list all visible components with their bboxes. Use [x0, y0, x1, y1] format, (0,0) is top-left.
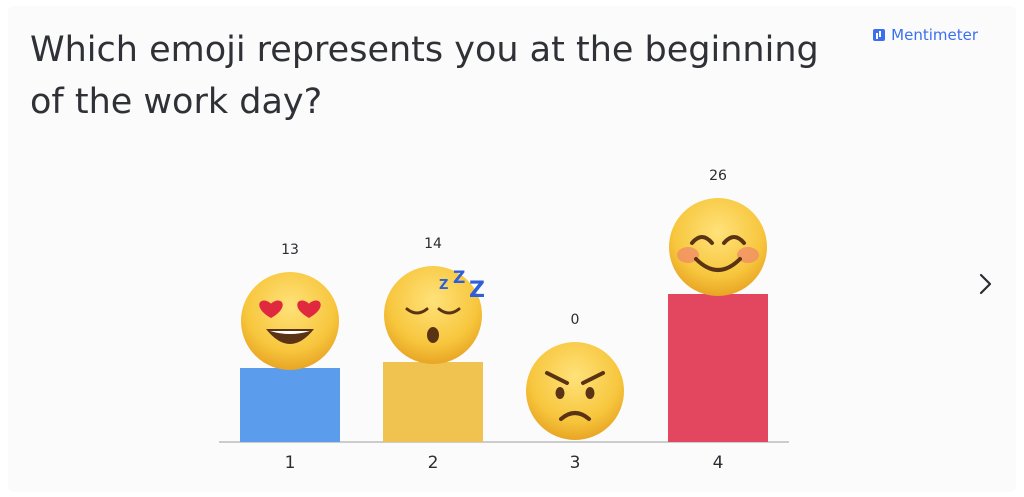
x-tick-label: 3 [570, 453, 581, 473]
heart-eyes-emoji-icon [241, 272, 339, 370]
bar-2 [383, 362, 483, 442]
zzz-letter: Z [469, 278, 485, 303]
bar-1 [240, 368, 340, 442]
brand-logo: Mentimeter [873, 26, 978, 44]
x-tick-label: 4 [713, 453, 724, 473]
slide: Which emoji represents you at the beginn… [8, 6, 1016, 492]
bar-4 [668, 294, 768, 442]
x-tick-label: 2 [428, 453, 439, 473]
page-title: Which emoji represents you at the beginn… [30, 30, 819, 122]
chevron-right-icon[interactable] [972, 270, 1000, 298]
mentimeter-logo-icon [873, 29, 886, 41]
zzz-letter: Z [453, 268, 465, 288]
angry-emoji-icon [526, 342, 624, 440]
brand-name: Mentimeter [891, 26, 978, 44]
value-label: 14 [424, 236, 442, 252]
value-label: 0 [571, 312, 580, 328]
value-label: 13 [281, 242, 299, 258]
smiling-blush-emoji-icon [669, 198, 767, 296]
value-label: 26 [709, 168, 727, 184]
x-tick-label: 1 [285, 453, 296, 473]
zzz-letter: Z [439, 278, 448, 293]
